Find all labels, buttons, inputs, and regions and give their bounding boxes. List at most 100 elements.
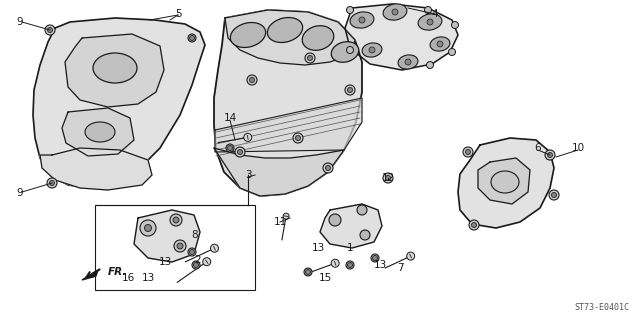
Circle shape xyxy=(308,55,313,60)
Text: ST73-E0401C: ST73-E0401C xyxy=(574,303,629,312)
Text: 13: 13 xyxy=(159,257,171,267)
Ellipse shape xyxy=(350,12,374,28)
Circle shape xyxy=(547,153,552,157)
Text: 8: 8 xyxy=(192,230,198,240)
Circle shape xyxy=(369,47,375,53)
Circle shape xyxy=(306,269,310,275)
Circle shape xyxy=(545,150,555,160)
Circle shape xyxy=(188,248,196,256)
Circle shape xyxy=(323,163,333,173)
Circle shape xyxy=(347,46,354,53)
Text: 13: 13 xyxy=(373,260,387,270)
Circle shape xyxy=(189,250,194,254)
Circle shape xyxy=(331,259,339,267)
Polygon shape xyxy=(458,138,554,228)
Circle shape xyxy=(346,261,354,269)
Circle shape xyxy=(173,217,179,223)
Circle shape xyxy=(192,261,200,269)
Polygon shape xyxy=(65,34,164,107)
Polygon shape xyxy=(215,98,362,152)
Circle shape xyxy=(188,34,196,42)
Circle shape xyxy=(50,180,55,186)
Circle shape xyxy=(238,149,243,155)
Ellipse shape xyxy=(362,43,382,57)
Circle shape xyxy=(189,36,194,41)
Text: 7: 7 xyxy=(397,263,403,273)
Ellipse shape xyxy=(85,122,115,142)
Text: 16: 16 xyxy=(122,273,134,283)
Circle shape xyxy=(329,214,341,226)
Ellipse shape xyxy=(430,37,450,51)
Text: 5: 5 xyxy=(175,9,182,19)
Text: 3: 3 xyxy=(245,170,252,180)
Circle shape xyxy=(427,19,433,25)
Text: 9: 9 xyxy=(17,17,24,27)
Text: 13: 13 xyxy=(311,243,325,253)
Circle shape xyxy=(424,6,431,13)
Circle shape xyxy=(385,175,390,180)
Circle shape xyxy=(226,144,234,152)
Polygon shape xyxy=(82,270,98,280)
Text: 13: 13 xyxy=(141,273,155,283)
Text: 11: 11 xyxy=(273,217,287,227)
Circle shape xyxy=(405,59,411,65)
Circle shape xyxy=(244,133,252,141)
Text: 1: 1 xyxy=(347,243,354,253)
Circle shape xyxy=(145,225,152,231)
Circle shape xyxy=(448,49,455,55)
Circle shape xyxy=(469,220,479,230)
Text: 9: 9 xyxy=(17,188,24,198)
Circle shape xyxy=(305,53,315,63)
Circle shape xyxy=(45,25,55,35)
Circle shape xyxy=(177,243,183,249)
Circle shape xyxy=(463,147,473,157)
Circle shape xyxy=(348,262,352,268)
Polygon shape xyxy=(345,4,458,70)
Text: 15: 15 xyxy=(318,273,332,283)
Circle shape xyxy=(247,75,257,85)
Circle shape xyxy=(227,146,233,150)
Circle shape xyxy=(360,230,370,240)
Circle shape xyxy=(359,17,365,23)
Circle shape xyxy=(347,6,354,13)
Text: 14: 14 xyxy=(224,113,236,123)
Circle shape xyxy=(174,240,186,252)
Circle shape xyxy=(371,254,379,262)
Ellipse shape xyxy=(93,53,137,83)
Circle shape xyxy=(452,21,459,28)
Circle shape xyxy=(549,190,559,200)
Circle shape xyxy=(194,262,199,268)
Bar xyxy=(95,205,255,290)
Text: FR.: FR. xyxy=(108,267,127,277)
Circle shape xyxy=(293,133,303,143)
Circle shape xyxy=(250,77,255,83)
Circle shape xyxy=(210,244,218,252)
Circle shape xyxy=(552,193,557,197)
Circle shape xyxy=(406,252,415,260)
Text: 12: 12 xyxy=(382,173,395,183)
Circle shape xyxy=(283,213,289,219)
Circle shape xyxy=(392,9,398,15)
Ellipse shape xyxy=(231,22,266,47)
Circle shape xyxy=(235,147,245,157)
Circle shape xyxy=(140,220,156,236)
Ellipse shape xyxy=(268,18,303,43)
Circle shape xyxy=(348,87,352,92)
Polygon shape xyxy=(214,10,362,196)
Circle shape xyxy=(304,268,312,276)
Text: 4: 4 xyxy=(432,9,438,19)
Circle shape xyxy=(203,258,211,266)
Circle shape xyxy=(48,28,52,33)
Circle shape xyxy=(47,178,57,188)
Ellipse shape xyxy=(418,14,442,30)
Polygon shape xyxy=(33,18,205,188)
Polygon shape xyxy=(478,158,530,204)
Text: 10: 10 xyxy=(571,143,585,153)
Ellipse shape xyxy=(302,26,334,50)
Circle shape xyxy=(466,149,471,155)
Text: 6: 6 xyxy=(534,143,541,153)
Polygon shape xyxy=(320,204,382,248)
Polygon shape xyxy=(225,10,355,65)
Circle shape xyxy=(296,135,301,140)
Circle shape xyxy=(345,85,355,95)
